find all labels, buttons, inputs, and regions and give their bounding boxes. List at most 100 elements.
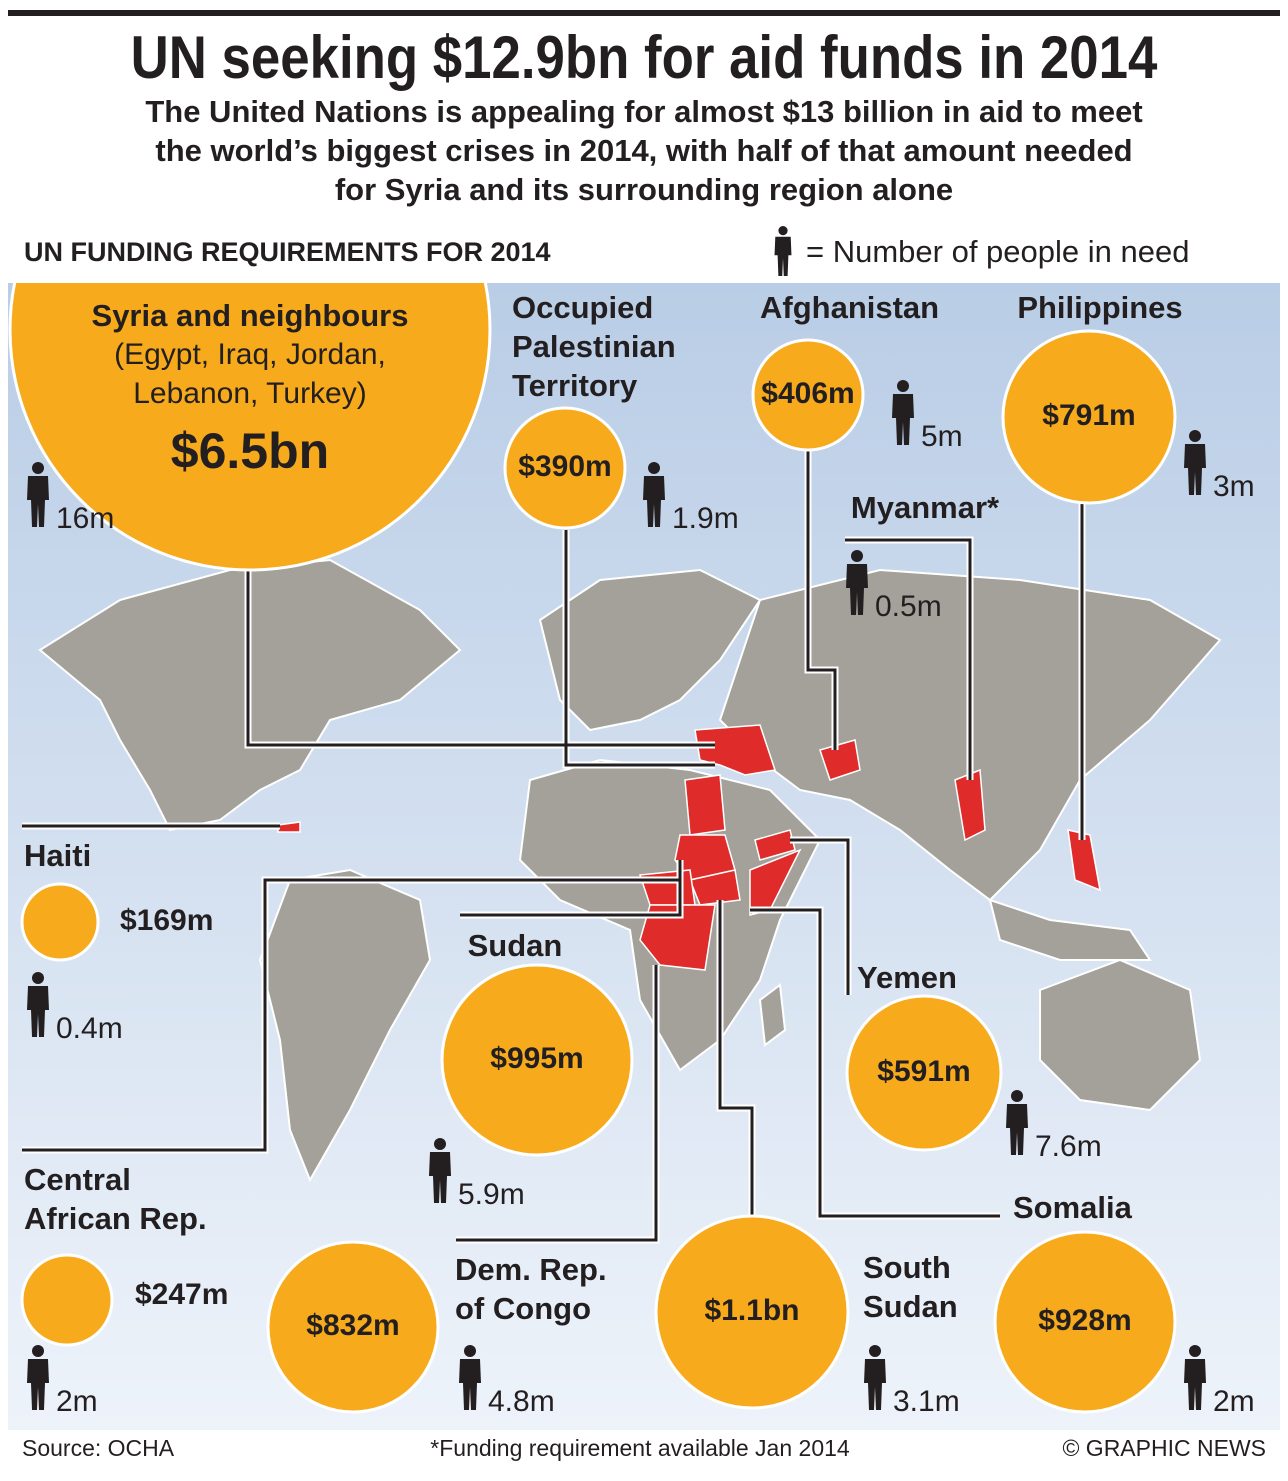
icon-body <box>429 1152 451 1203</box>
region-details: (Egypt, Iraq, Jordan, <box>114 338 386 371</box>
region: Occupied Palestinian Territory $390m 1.9m <box>503 290 739 535</box>
people-in-need: 5.9m <box>458 1178 525 1211</box>
region-name: Sudan <box>863 1289 958 1324</box>
region-name: Territory <box>512 368 638 403</box>
icon-head <box>32 972 44 984</box>
icon-body <box>27 986 49 1037</box>
people-in-need: 3m <box>1213 470 1255 503</box>
egypt <box>684 774 726 836</box>
person-icon <box>429 1138 451 1203</box>
top-rule <box>8 10 1280 16</box>
australia <box>1039 958 1202 1112</box>
region-details: Lebanon, Turkey) <box>133 377 366 410</box>
people-in-need: 1.9m <box>672 502 739 535</box>
icon-body <box>27 476 49 527</box>
people-in-need: 4.8m <box>488 1385 555 1418</box>
subtitle: The United Nations is appealing for almo… <box>145 94 1142 129</box>
car <box>638 869 696 906</box>
region-name: Dem. Rep. <box>455 1252 607 1287</box>
funding-circle <box>440 963 634 1157</box>
icon-body <box>27 1359 49 1410</box>
icon-body <box>846 564 868 615</box>
funding-amount: $390m <box>518 450 611 483</box>
leader-lines <box>22 450 1086 1244</box>
legend: = Number of people in need <box>806 234 1189 269</box>
funding-circle <box>20 1253 114 1347</box>
region-name: Syria and neighbours <box>92 298 409 333</box>
icon-head <box>897 380 909 392</box>
person-icon <box>1006 1090 1028 1155</box>
madagascar <box>758 983 787 1047</box>
region-name: Myanmar* <box>851 490 1000 525</box>
south-america <box>258 868 432 1183</box>
title: UN seeking $12.9bn for aid funds in 2014 <box>131 24 1158 91</box>
funding-amount: $995m <box>490 1042 583 1075</box>
subtitle: for Syria and its surrounding region alo… <box>335 172 953 207</box>
region-name: of Congo <box>455 1291 591 1326</box>
people-in-need: 5m <box>921 420 963 453</box>
region: Philippines $791m 3m <box>1001 290 1255 505</box>
funding-circle <box>845 994 1003 1152</box>
funding-amount: $591m <box>877 1055 970 1088</box>
funding-circle <box>993 1230 1177 1414</box>
funding-amount: $832m <box>306 1309 399 1342</box>
people-in-need: 16m <box>56 502 114 535</box>
icon-head <box>434 1138 446 1150</box>
drc <box>639 904 716 971</box>
icon-head <box>869 1345 881 1357</box>
region-name: African Rep. <box>24 1201 207 1236</box>
region: Haiti $169m 0.4m <box>20 838 213 1045</box>
icon-body <box>1184 444 1206 495</box>
funding-circle <box>266 1240 440 1414</box>
icon-body <box>864 1359 886 1410</box>
region-name: Somalia <box>1013 1190 1133 1225</box>
region-name: Yemen <box>857 960 957 995</box>
people-in-need: 3.1m <box>893 1385 960 1418</box>
person-icon <box>27 462 49 527</box>
region-name: Sudan <box>468 928 563 963</box>
region-name: Afghanistan <box>760 290 939 325</box>
icon-head <box>464 1345 476 1357</box>
funding-amount: $169m <box>120 904 213 937</box>
south-sudan <box>688 869 741 906</box>
legend-icon <box>774 226 792 276</box>
region: Afghanistan $406m 5m <box>751 290 963 453</box>
region-name: Occupied <box>512 290 653 325</box>
region: Myanmar* 0.5m <box>846 490 1000 623</box>
people-in-need: 0.5m <box>875 590 942 623</box>
highlighted-countries <box>277 724 1101 971</box>
region: Central African Rep. $247m 2m <box>20 1162 228 1418</box>
region: Dem. Rep. of Congo $832m 4.8m <box>266 1240 607 1418</box>
afghanistan <box>819 739 861 781</box>
funding-amount: $791m <box>1042 399 1135 432</box>
region-name: Palestinian <box>512 329 676 364</box>
people-in-need: 2m <box>1213 1385 1255 1418</box>
region-name: Central <box>24 1162 131 1197</box>
people-in-need: 7.6m <box>1035 1130 1102 1163</box>
icon-head <box>32 462 44 474</box>
yemen <box>754 829 796 861</box>
funding-circle <box>20 882 100 962</box>
icon-head <box>1011 1090 1023 1102</box>
subtitle: the world’s biggest crises in 2014, with… <box>155 133 1132 168</box>
people-in-need: 0.4m <box>56 1012 123 1045</box>
funding-circle <box>503 406 627 530</box>
icon-body <box>1006 1104 1028 1155</box>
funding-amount: $247m <box>135 1278 228 1311</box>
funding-circle <box>8 283 492 572</box>
regions: Syria and neighbours (Egypt, Iraq, Jordan… <box>8 283 1255 1418</box>
region: Syria and neighbours (Egypt, Iraq, Jordan… <box>8 283 492 572</box>
funding-circle <box>654 1214 850 1410</box>
icon-body <box>1184 1359 1206 1410</box>
icon-body <box>774 236 792 276</box>
person-icon <box>643 462 665 527</box>
region-name: South <box>863 1250 951 1285</box>
people-in-need: 2m <box>56 1385 98 1418</box>
person-icon <box>1184 430 1206 495</box>
region: Somalia $928m 2m <box>993 1190 1255 1418</box>
icon-body <box>892 394 914 445</box>
person-icon <box>27 1345 49 1410</box>
credit: © GRAPHIC NEWS <box>1062 1435 1266 1461</box>
indonesia <box>988 898 1152 961</box>
